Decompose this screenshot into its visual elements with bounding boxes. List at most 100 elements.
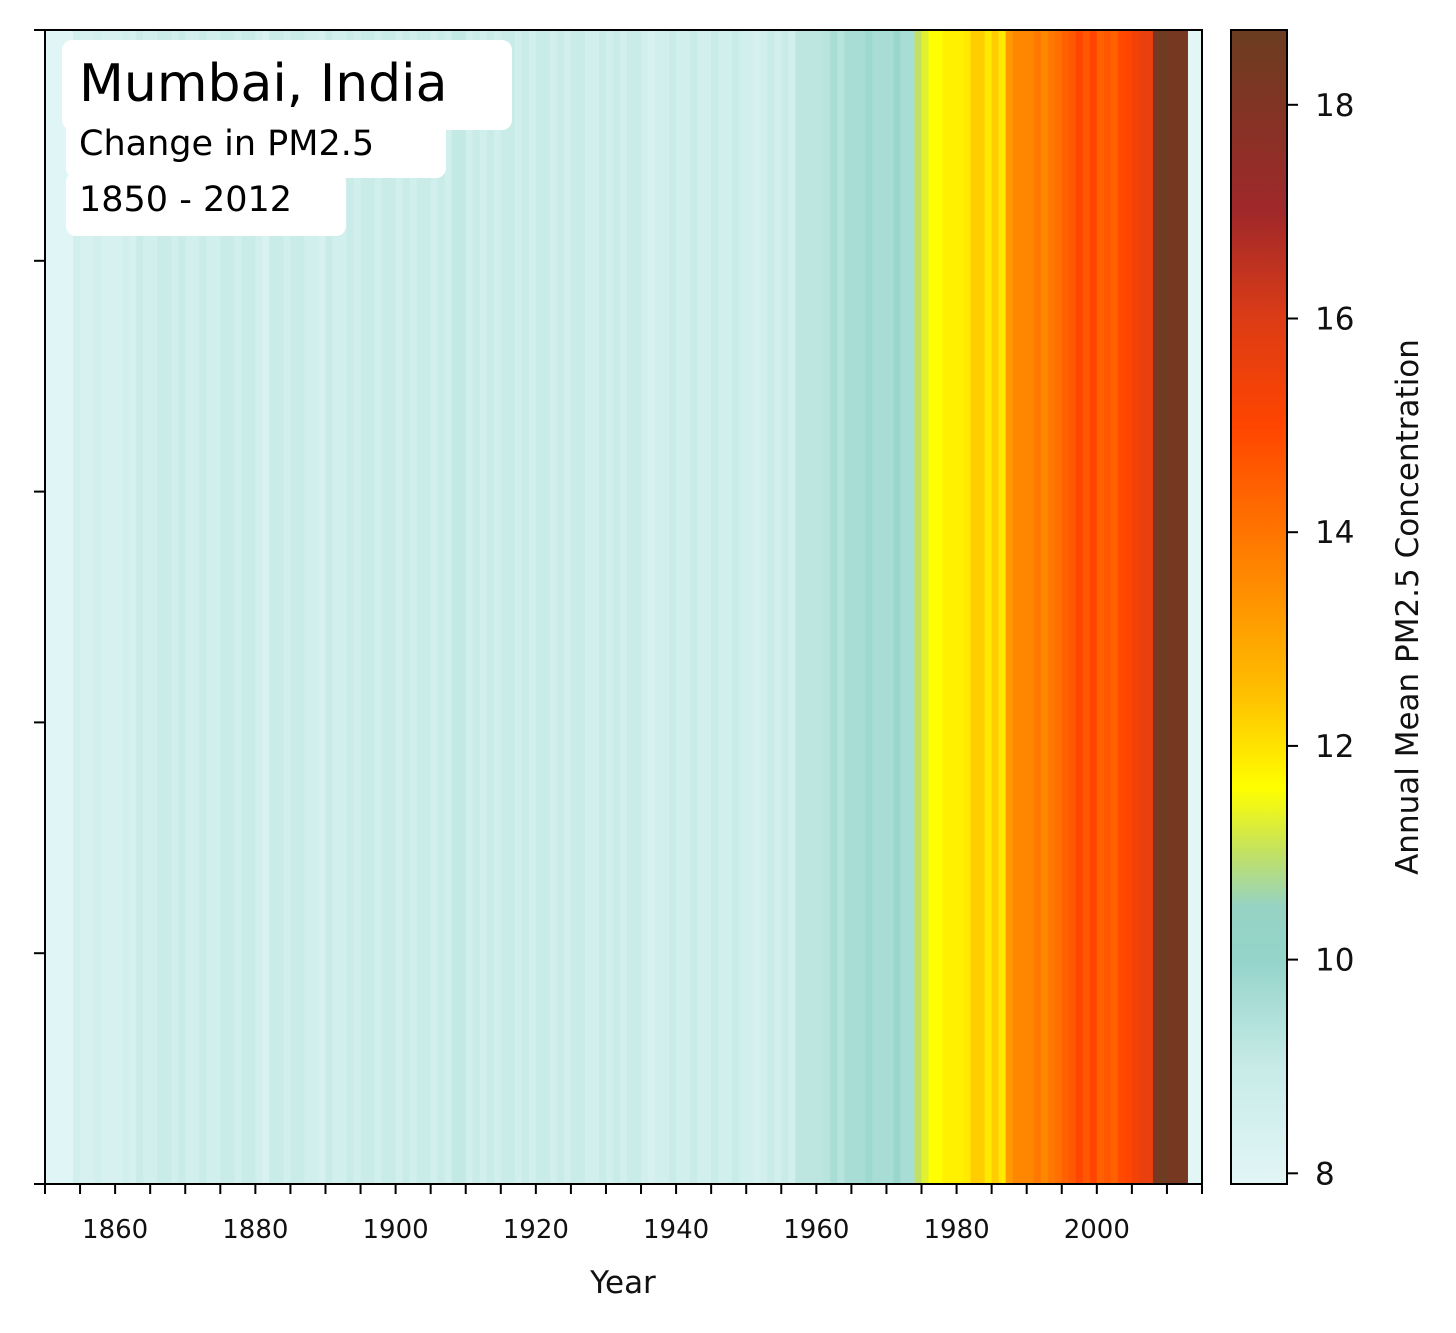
year-stripe (619, 30, 628, 1184)
x-tick-label: 1960 (783, 1215, 849, 1245)
year-stripe (444, 30, 453, 1184)
year-stripe (59, 30, 67, 1184)
year-stripe (781, 30, 789, 1184)
year-stripe (255, 30, 263, 1184)
year-stripe (858, 30, 867, 1184)
year-stripe (486, 30, 495, 1184)
year-stripe (206, 30, 214, 1184)
year-stripe (1194, 30, 1203, 1184)
year-stripe (1117, 30, 1126, 1184)
year-stripe (795, 30, 803, 1184)
year-stripe (122, 30, 130, 1184)
year-stripe (227, 30, 235, 1184)
year-stripe (563, 30, 572, 1184)
year-stripe (521, 30, 530, 1184)
year-stripe (248, 30, 256, 1184)
year-stripe (1005, 30, 1014, 1184)
year-stripe (409, 30, 418, 1184)
year-stripe (851, 30, 860, 1184)
x-tick-label: 1920 (503, 1215, 569, 1245)
year-stripe (535, 30, 544, 1184)
year-stripe (1124, 30, 1133, 1184)
year-stripe (697, 30, 705, 1184)
year-stripe (500, 30, 509, 1184)
year-stripe (886, 30, 895, 1184)
year-stripe (634, 30, 642, 1184)
year-stripe (598, 30, 607, 1184)
year-stripe (1012, 30, 1021, 1184)
year-stripe (977, 30, 986, 1184)
year-stripe (66, 30, 74, 1184)
year-stripe (465, 30, 474, 1184)
year-stripe (430, 30, 439, 1184)
year-stripe (711, 30, 719, 1184)
colorbar-tick-label: 18 (1315, 88, 1354, 124)
year-stripe (1110, 30, 1119, 1184)
year-stripe (332, 30, 341, 1184)
x-axis-ticks: 1860 1880 1900 1920 1940 1960 1980 2000 (44, 1184, 1203, 1245)
year-stripe (921, 30, 930, 1184)
year-stripe (879, 30, 888, 1184)
year-stripe (290, 30, 299, 1184)
year-stripe (1089, 30, 1098, 1184)
x-tick-label: 1880 (222, 1215, 288, 1245)
year-stripe (627, 30, 635, 1184)
x-tick-label: 2000 (1064, 1215, 1130, 1245)
year-stripe (739, 30, 747, 1184)
year-stripe (1082, 30, 1091, 1184)
year-stripe (87, 30, 95, 1184)
year-stripe (802, 30, 810, 1184)
year-stripe (1040, 30, 1049, 1184)
colorbar-tick-label: 8 (1315, 1156, 1335, 1192)
year-stripe (753, 30, 761, 1184)
year-stripe (641, 30, 649, 1184)
year-stripe (1138, 30, 1147, 1184)
year-stripe (185, 30, 193, 1184)
year-stripe (774, 30, 782, 1184)
year-stripe (52, 30, 60, 1184)
year-stripe (928, 30, 937, 1184)
year-stripe (648, 30, 656, 1184)
year-stripe (872, 30, 881, 1184)
year-stripe (192, 30, 200, 1184)
colorbar-tick-label: 14 (1315, 515, 1354, 551)
year-stripe (479, 30, 488, 1184)
year-stripe (746, 30, 754, 1184)
year-stripe (655, 30, 663, 1184)
year-stripe (591, 30, 600, 1184)
x-tick-label: 1900 (363, 1215, 429, 1245)
year-stripe (662, 30, 670, 1184)
year-stripe (283, 30, 292, 1184)
year-stripe (493, 30, 502, 1184)
year-stripe (1033, 30, 1042, 1184)
year-stripe (893, 30, 902, 1184)
year-stripe (381, 30, 390, 1184)
x-tick-label: 1980 (923, 1215, 989, 1245)
year-stripe (1075, 30, 1084, 1184)
year-stripe (577, 30, 586, 1184)
year-stripe (374, 30, 383, 1184)
year-stripe (767, 30, 775, 1184)
year-stripe (830, 30, 838, 1184)
year-stripe (963, 30, 972, 1184)
year-stripe (914, 30, 923, 1184)
year-stripe (844, 30, 852, 1184)
year-stripe (199, 30, 207, 1184)
year-stripe (1054, 30, 1063, 1184)
year-stripe (395, 30, 404, 1184)
year-stripe (73, 30, 81, 1184)
year-stripe (683, 30, 691, 1184)
year-stripe (970, 30, 979, 1184)
title-box (62, 40, 512, 130)
year-stripe (402, 30, 411, 1184)
colorbar (1230, 29, 1288, 1185)
year-stripe (423, 30, 432, 1184)
year-stripe (998, 30, 1007, 1184)
colorbar-tick-label: 12 (1315, 729, 1354, 765)
year-stripe (816, 30, 824, 1184)
year-stripe (164, 30, 172, 1184)
year-stripe (311, 30, 320, 1184)
colorbar-tick-label: 10 (1315, 943, 1354, 979)
year-stripe (1019, 30, 1028, 1184)
year-stripe (416, 30, 425, 1184)
